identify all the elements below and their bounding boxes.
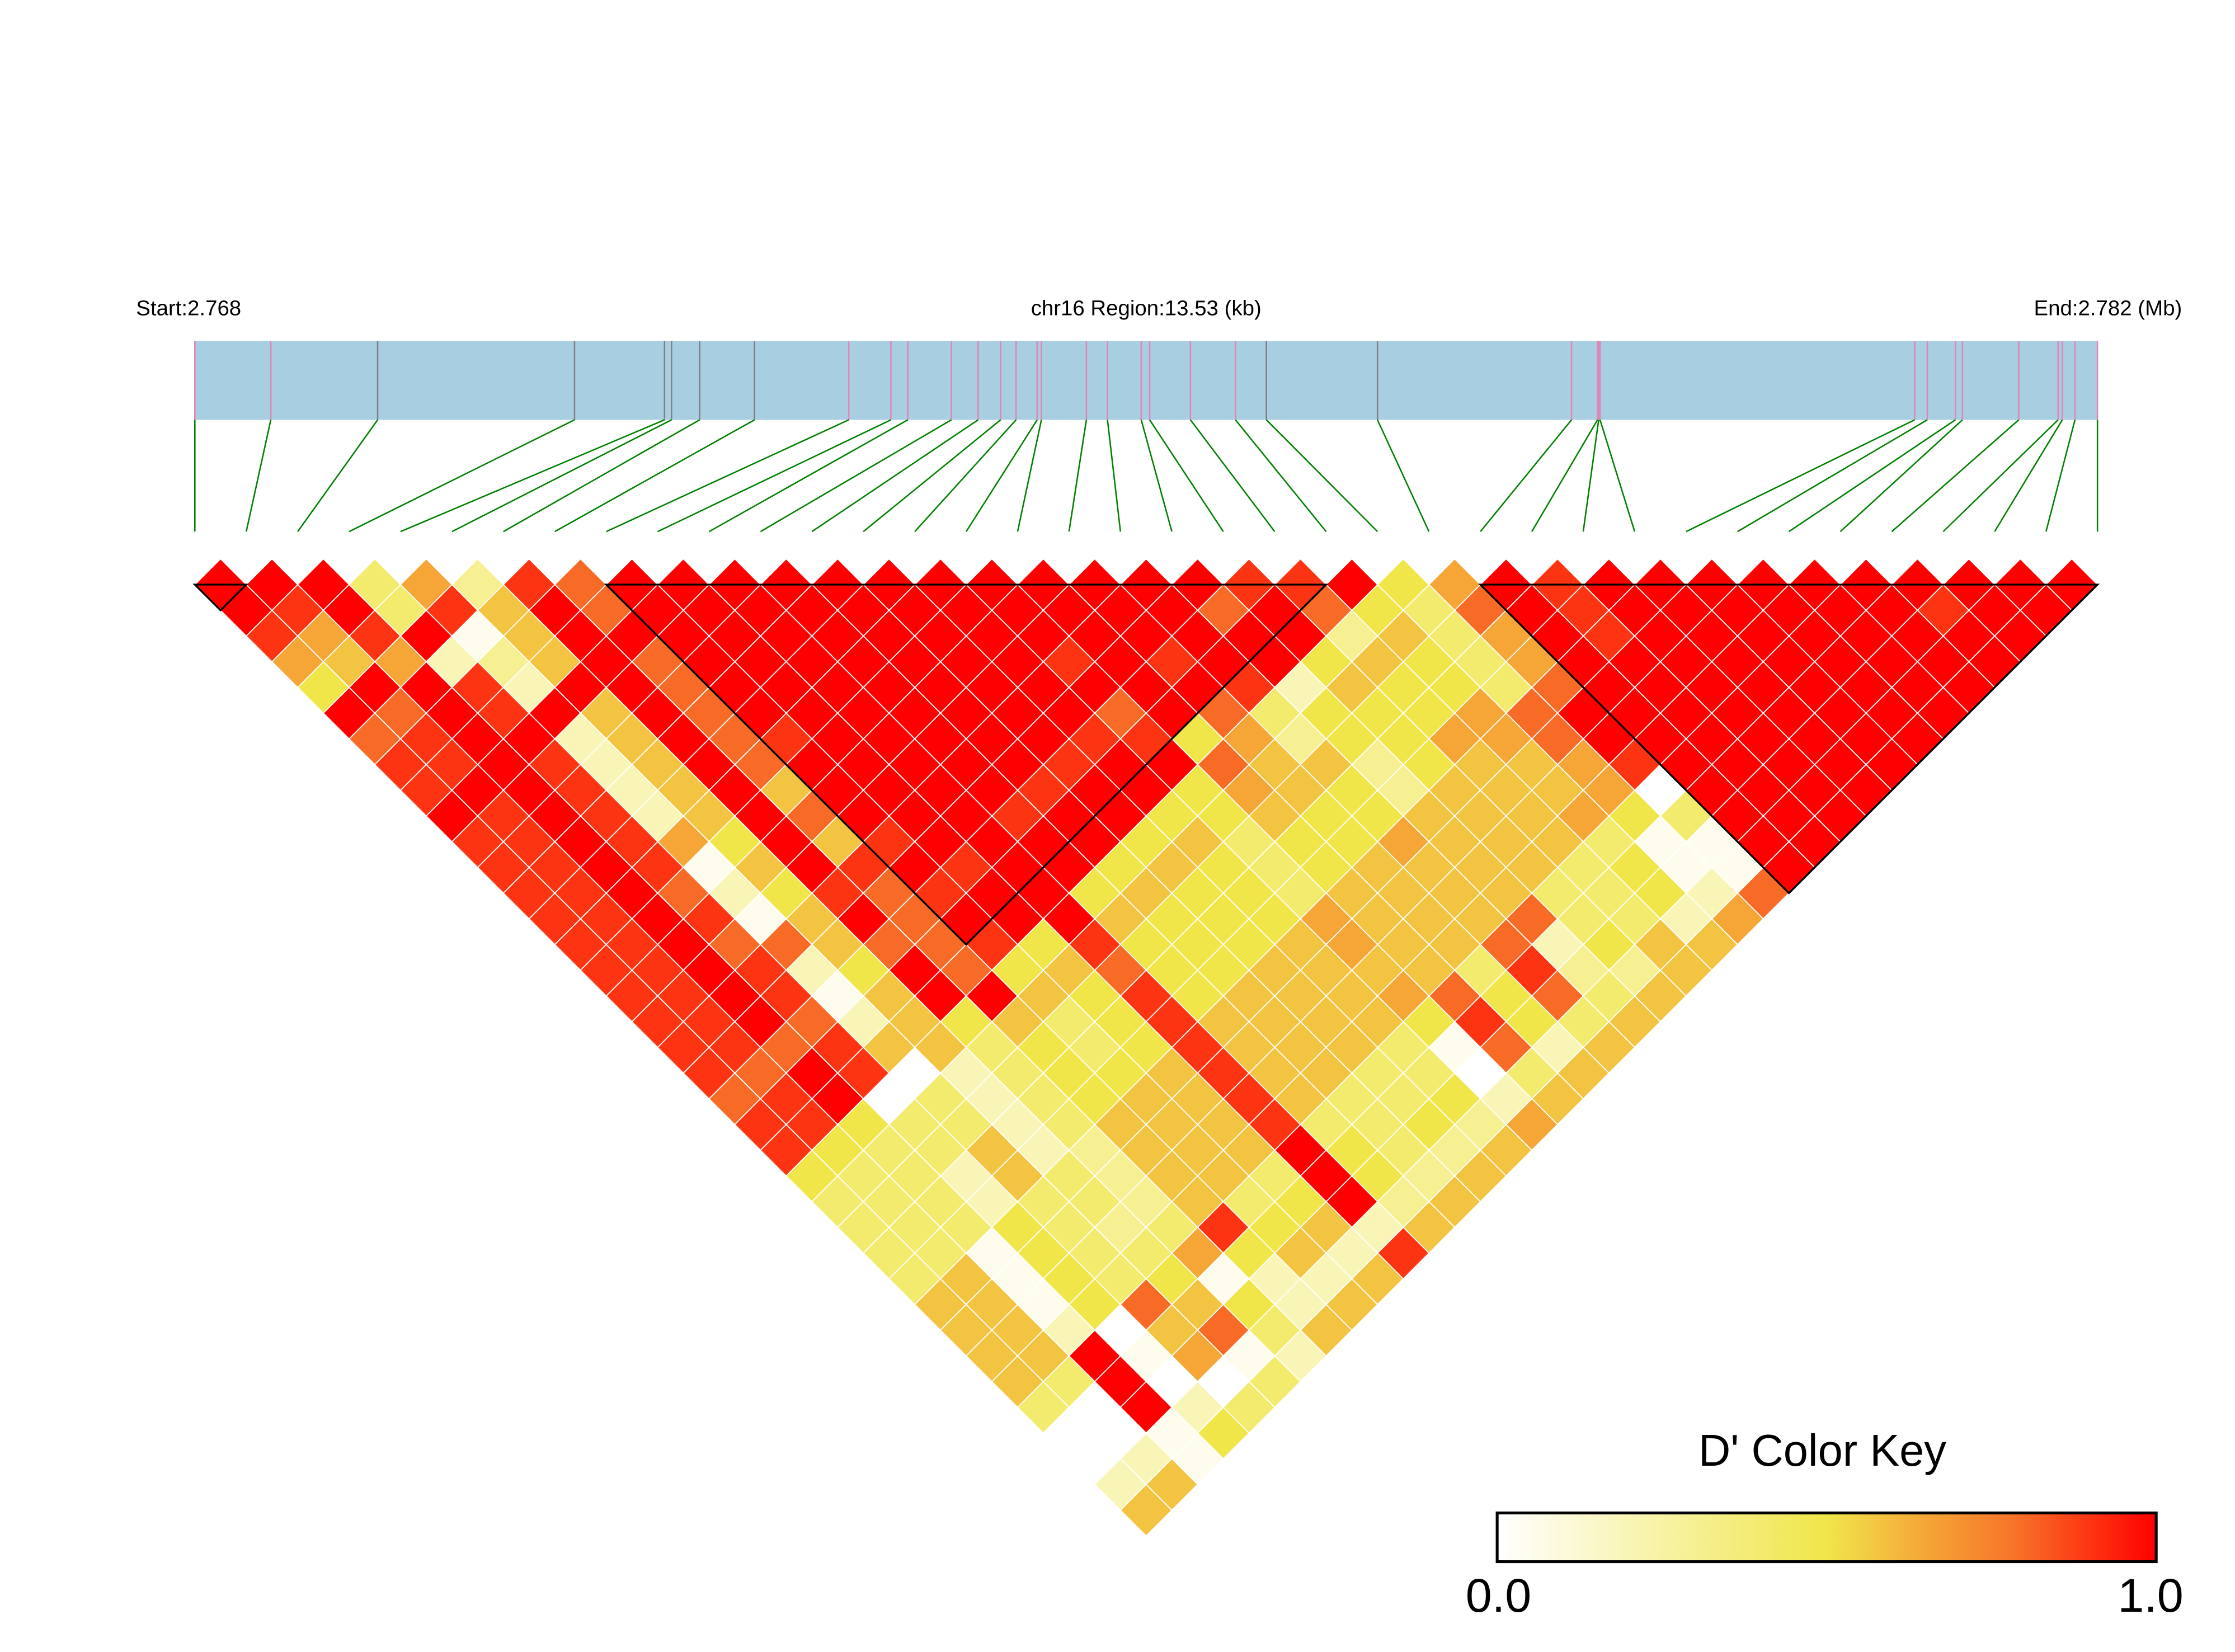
haplotype-blocks bbox=[192, 583, 2100, 946]
haplotype-block-outline bbox=[1478, 583, 2100, 895]
snp-connector-line bbox=[297, 419, 379, 532]
snp-connector-line bbox=[1942, 419, 2059, 533]
snp-connector-line bbox=[1235, 419, 1327, 533]
snp-connector-line bbox=[1891, 419, 2020, 533]
snp-connector-line bbox=[760, 419, 952, 533]
snp-ticks bbox=[194, 341, 2098, 420]
snp-connector-line bbox=[245, 420, 272, 532]
region-label: chr16 Region:13.53 (kb) bbox=[1031, 296, 1262, 321]
snp-connector-line bbox=[349, 419, 575, 533]
gene-region-bar bbox=[195, 341, 2098, 420]
snp-connector-line bbox=[1068, 420, 1088, 532]
end-label: End:2.782 (Mb) bbox=[2034, 296, 2182, 321]
snp-connector-line bbox=[1189, 419, 1276, 533]
snp-connector-line bbox=[914, 419, 1017, 533]
ld-cells bbox=[194, 558, 2098, 1537]
snp-connector-line bbox=[451, 419, 672, 533]
color-key-gradient-bar bbox=[1495, 1511, 2158, 1564]
snp-connector-line bbox=[606, 419, 849, 533]
snp-connector-line bbox=[1531, 419, 1598, 532]
snp-connector-line bbox=[1839, 419, 1963, 533]
snp-connector-line bbox=[1140, 420, 1173, 532]
snp-connector-line bbox=[811, 419, 979, 533]
haplotype-block-outline bbox=[192, 583, 249, 612]
snp-connector-line bbox=[708, 419, 909, 533]
snp-connector-line bbox=[503, 419, 700, 533]
snp-connector-line bbox=[1377, 419, 1430, 532]
snp-connector-line bbox=[554, 419, 755, 533]
ld-cell bbox=[1119, 1484, 1173, 1537]
color-key-min-label: 0.0 bbox=[1466, 1569, 1531, 1622]
color-key: D' Color Key 0.0 1.0 bbox=[1466, 1425, 2184, 1622]
snp-connector-line bbox=[1686, 419, 1915, 533]
snp-connector-line bbox=[1149, 419, 1224, 532]
snp-connector-line bbox=[2045, 420, 2076, 532]
snp-connector-line bbox=[1017, 420, 1042, 532]
snp-connector-line bbox=[1107, 420, 1122, 532]
start-label: Start:2.768 bbox=[136, 296, 241, 321]
snp-connector-line bbox=[863, 419, 1001, 533]
snp-connector-line bbox=[1737, 419, 1928, 533]
color-key-title: D' Color Key bbox=[1698, 1425, 1946, 1475]
snp-connector-line bbox=[400, 419, 665, 533]
snp-connector-line bbox=[1788, 419, 1956, 533]
snp-connector-line bbox=[1582, 420, 1599, 532]
snp-connector-line bbox=[1265, 419, 1378, 533]
haplotype-block-outline bbox=[604, 583, 1329, 946]
color-key-max-label: 1.0 bbox=[2118, 1569, 2183, 1622]
snp-connector-line bbox=[1480, 419, 1573, 533]
snp-connector-line bbox=[1994, 419, 2063, 532]
snp-connector-line bbox=[965, 419, 1038, 532]
snp-connectors bbox=[194, 419, 2098, 533]
snp-connector-line bbox=[1599, 420, 1636, 532]
snp-connector-line bbox=[657, 419, 892, 533]
